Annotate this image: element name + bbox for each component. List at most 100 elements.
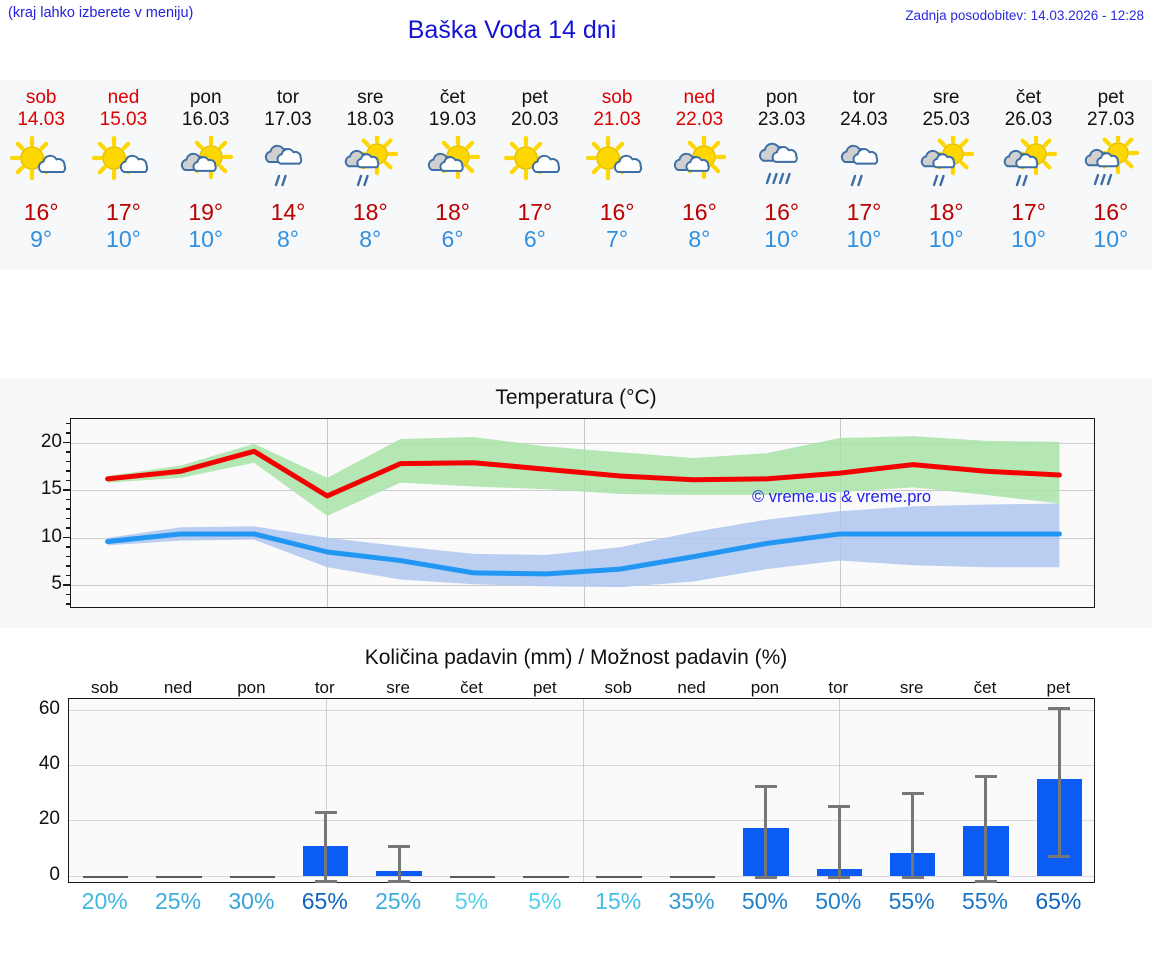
day-forecast-column[interactable]: pon 16.03 19° 10° <box>165 80 247 270</box>
day-forecast-column[interactable]: pon 23.03 16° 10° <box>741 80 823 270</box>
precipitation-probability-value: 15% <box>595 888 642 914</box>
day-of-week-label: čet <box>439 87 466 108</box>
day-forecast-column[interactable]: ned 15.03 17° 10° <box>82 80 164 270</box>
error-bar-cap-top <box>388 845 411 849</box>
last-updated-text: Zadnja posodobitev: 14.03.2026 - 12:28 <box>905 8 1144 23</box>
precipitation-probability-value: 25% <box>155 888 202 914</box>
precipitation-probability-value: 30% <box>228 888 275 914</box>
day-forecast-column[interactable]: čet 26.03 17° 10° <box>987 80 1069 270</box>
day-forecast-column[interactable]: tor 17.03 14° 8° <box>247 80 329 270</box>
y-axis-minor-tick <box>66 574 70 577</box>
precipitation-probability-value: 20% <box>81 888 128 914</box>
precipitation-plot-area <box>68 698 1095 883</box>
day-date-label: 16.03 <box>181 109 230 130</box>
temperature-line <box>105 531 1062 577</box>
day-of-week-label: pon <box>189 87 222 108</box>
precipitation-probability-value: 50% <box>741 888 788 914</box>
day-forecast-column[interactable]: sre 18.03 18° 8° <box>329 80 411 270</box>
gridline <box>582 699 584 882</box>
max-temperature-value: 17° <box>517 199 553 225</box>
y-axis-minor-tick <box>66 479 70 482</box>
y-axis-tick-label: 15 <box>40 478 62 500</box>
temperature-chart-title: Temperatura (°C) <box>495 386 657 409</box>
max-temperature-value: 18° <box>352 199 388 225</box>
day-forecast-column[interactable]: ned 22.03 16° 8° <box>658 80 740 270</box>
max-temperature-value: 19° <box>188 199 224 225</box>
day-forecast-column[interactable]: sre 25.03 18° 10° <box>905 80 987 270</box>
uncertainty-band <box>107 503 1060 588</box>
precipitation-day-label: pet <box>533 678 557 697</box>
min-temperature-value: 7° <box>606 226 629 252</box>
error-bar-line <box>324 810 328 880</box>
day-forecast-column[interactable]: pet 20.03 17° 6° <box>494 80 576 270</box>
error-bar-cap-bottom <box>974 879 997 883</box>
day-date-label: 18.03 <box>346 109 395 130</box>
y-axis-minor-tick <box>66 508 70 510</box>
min-temperature-value: 10° <box>1011 226 1046 252</box>
precipitation-day-label: pet <box>1046 678 1071 697</box>
min-temperature-value: 9° <box>30 226 53 252</box>
error-bar-cap-bottom <box>1048 855 1071 858</box>
day-date-label: 24.03 <box>840 109 888 130</box>
min-temperature-value: 8° <box>359 226 382 252</box>
day-of-week-label: ned <box>683 87 716 108</box>
error-bar-cap-bottom <box>314 879 337 883</box>
day-date-label: 22.03 <box>675 109 724 130</box>
max-temperature-value: 16° <box>599 199 635 225</box>
y-axis-tick-label: 60 <box>38 698 60 720</box>
daily-forecast-strip: sob 14.03 16° 9° ned 15.03 17° 10° pon 16.03 19° 10… <box>0 80 1152 270</box>
y-axis-minor-tick <box>66 460 70 463</box>
day-forecast-column[interactable]: sob 21.03 16° 7° <box>576 80 658 270</box>
day-of-week-label: ned <box>107 87 140 108</box>
min-temperature-value: 10° <box>188 226 224 252</box>
page-header: (kraj lahko izberete v meniju) Baška Vod… <box>0 0 1152 60</box>
temperature-line <box>105 448 1062 499</box>
precipitation-probability-value: 35% <box>668 888 715 914</box>
error-bar-line <box>984 774 988 880</box>
y-axis-tick-mark <box>63 536 70 539</box>
y-axis-tick-label: 0 <box>49 863 60 885</box>
precipitation-day-label: sob <box>90 678 119 697</box>
precipitation-day-label: sre <box>899 678 924 697</box>
day-forecast-column[interactable]: sob 14.03 16° 9° <box>0 80 82 270</box>
precipitation-day-label: tor <box>314 678 335 697</box>
precipitation-probability-value: 25% <box>375 888 422 914</box>
day-of-week-label: sob <box>25 87 57 108</box>
cloud-before-sun-icon <box>171 135 241 193</box>
max-temperature-value: 17° <box>106 199 141 225</box>
day-forecast-column[interactable]: pet 27.03 16° 10° <box>1070 80 1152 270</box>
error-bar-line <box>764 784 768 876</box>
day-date-label: 17.03 <box>264 109 312 130</box>
max-temperature-value: 18° <box>928 199 964 225</box>
error-bar-line <box>397 845 401 880</box>
day-date-label: 19.03 <box>428 109 477 130</box>
precipitation-probability-value: 65% <box>1035 888 1082 914</box>
sun-behind-cloud-icon <box>582 135 652 193</box>
cloud-light-rain-icon <box>253 135 323 193</box>
day-date-label: 14.03 <box>17 109 65 130</box>
day-of-week-label: sob <box>601 87 633 108</box>
min-temperature-value: 8° <box>688 226 711 252</box>
max-temperature-value: 16° <box>1093 199 1129 225</box>
sun-behind-cloud-icon <box>88 135 158 193</box>
min-temperature-value: 10° <box>764 226 800 252</box>
day-forecast-column[interactable]: tor 24.03 17° 10° <box>823 80 905 270</box>
precipitation-day-label: sob <box>604 678 632 697</box>
cloud-before-sun-icon <box>664 135 734 193</box>
min-temperature-value: 6° <box>441 226 464 252</box>
day-of-week-label: tor <box>852 87 876 108</box>
precipitation-day-label: ned <box>677 678 706 697</box>
gridline <box>69 820 1094 822</box>
y-axis-tick-mark <box>63 489 70 491</box>
day-of-week-label: pet <box>1097 87 1124 108</box>
error-bar-cap-bottom <box>754 875 777 879</box>
day-forecast-column[interactable]: čet 19.03 18° 6° <box>411 80 493 270</box>
precipitation-bar <box>82 875 129 879</box>
sun-cloud-light-rain-icon <box>994 135 1064 193</box>
day-date-label: 21.03 <box>593 109 641 130</box>
max-temperature-value: 16° <box>23 199 59 225</box>
max-temperature-value: 16° <box>682 199 717 225</box>
y-axis-minor-tick <box>66 555 70 558</box>
y-axis-tick-mark <box>63 584 70 586</box>
